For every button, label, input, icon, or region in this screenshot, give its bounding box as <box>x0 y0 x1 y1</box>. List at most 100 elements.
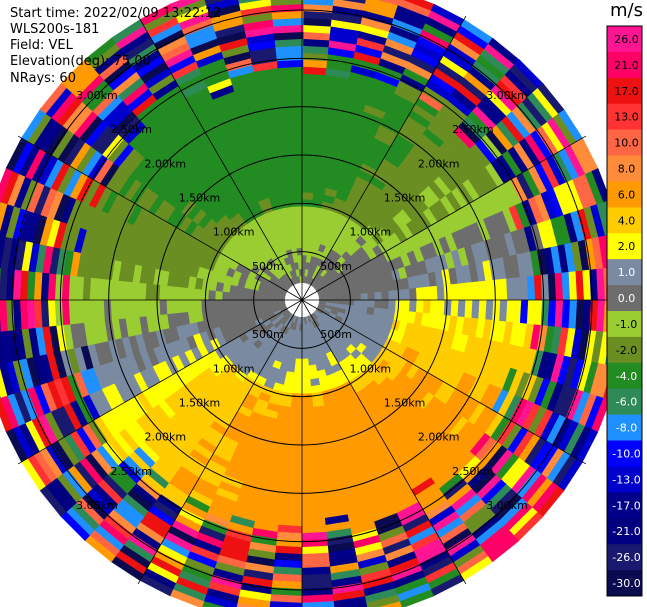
velocity-gate <box>392 570 426 589</box>
velocity-gate <box>242 293 251 300</box>
velocity-gate <box>314 425 331 436</box>
range-ring-label: 2.50km <box>110 123 152 136</box>
colorbar-swatch <box>607 518 642 545</box>
velocity-gate <box>267 452 286 463</box>
velocity-gate <box>274 545 302 555</box>
velocity-gate <box>355 200 371 214</box>
velocity-gate <box>314 310 322 317</box>
velocity-gate <box>279 398 292 408</box>
velocity-gate <box>111 170 131 194</box>
velocity-gate <box>112 464 137 490</box>
velocity-gate <box>240 575 273 588</box>
velocity-gate <box>283 377 294 387</box>
velocity-gate <box>489 449 514 476</box>
velocity-gate <box>302 87 326 96</box>
velocity-gate <box>294 316 299 324</box>
velocity-gate <box>475 474 502 501</box>
velocity-gate <box>265 284 274 291</box>
velocity-gate <box>333 448 353 461</box>
velocity-gate <box>400 277 410 290</box>
velocity-gate <box>534 162 555 193</box>
velocity-gate <box>308 234 317 243</box>
velocity-gate <box>302 0 336 6</box>
velocity-gate <box>272 344 281 355</box>
velocity-gate <box>321 260 329 270</box>
velocity-gate <box>46 379 64 410</box>
velocity-gate <box>257 307 266 314</box>
velocity-gate <box>449 211 465 232</box>
velocity-gate <box>270 0 304 6</box>
velocity-gate <box>171 354 185 372</box>
velocity-gate <box>205 506 233 523</box>
colorbar-swatch <box>607 77 642 105</box>
velocity-gate <box>274 281 283 288</box>
velocity-gate <box>438 236 452 255</box>
velocity-gate <box>18 143 41 177</box>
velocity-gate <box>282 283 290 290</box>
velocity-gate <box>520 374 538 402</box>
velocity-gate <box>197 371 212 387</box>
velocity-gate <box>75 396 94 424</box>
velocity-gate <box>120 199 137 223</box>
velocity-gate <box>512 512 543 543</box>
velocity-gate <box>509 254 521 279</box>
velocity-gate <box>402 67 431 87</box>
velocity-gate <box>321 389 334 399</box>
velocity-gate <box>347 436 366 450</box>
velocity-gate <box>86 343 101 368</box>
velocity-gate <box>443 300 452 317</box>
velocity-gate <box>406 250 419 266</box>
velocity-gate <box>343 201 357 214</box>
velocity-gate <box>257 290 265 296</box>
velocity-gate <box>264 306 273 312</box>
velocity-gate <box>208 3 242 19</box>
velocity-gate <box>132 445 156 469</box>
velocity-gate <box>575 270 585 302</box>
velocity-gate <box>386 437 407 455</box>
velocity-gate <box>279 228 289 238</box>
velocity-gate <box>300 580 333 590</box>
velocity-gate <box>275 171 290 182</box>
velocity-gate <box>330 269 339 278</box>
velocity-gate <box>400 224 414 240</box>
velocity-gate <box>302 212 312 221</box>
velocity-gate <box>330 19 363 32</box>
velocity-gate <box>529 441 553 472</box>
velocity-gate <box>223 156 242 171</box>
velocity-gate <box>93 524 124 551</box>
velocity-gate <box>53 220 68 249</box>
velocity-gate <box>172 471 196 491</box>
velocity-gate <box>223 314 233 325</box>
velocity-gate <box>411 48 441 69</box>
colorbar-tick-label: -10.0 <box>612 448 640 461</box>
velocity-gate <box>410 477 436 497</box>
velocity-gate <box>234 442 254 456</box>
velocity-gate <box>152 362 167 382</box>
velocity-gate <box>333 197 347 209</box>
velocity-gate <box>369 219 383 233</box>
colorbar-tick-label: 13.0 <box>614 111 639 124</box>
velocity-gate <box>437 363 452 383</box>
velocity-gate <box>167 476 193 497</box>
range-ring-label: 1.50km <box>179 397 221 410</box>
velocity-gate <box>62 432 86 462</box>
velocity-gate <box>346 321 357 330</box>
velocity-gate <box>348 188 364 201</box>
velocity-gate <box>163 531 193 552</box>
velocity-gate <box>383 152 404 169</box>
velocity-gate <box>328 422 344 434</box>
velocity-gate <box>300 573 332 583</box>
velocity-gate <box>389 24 422 43</box>
velocity-gate <box>238 206 253 219</box>
velocity-gate <box>208 499 235 516</box>
velocity-gate <box>419 29 452 51</box>
velocity-gate <box>221 367 235 381</box>
velocity-gate <box>252 60 279 72</box>
velocity-gate <box>381 400 398 417</box>
velocity-gate <box>121 242 134 264</box>
velocity-gate <box>255 190 270 202</box>
velocity-gate <box>301 483 322 492</box>
velocity-gate <box>318 214 330 225</box>
velocity-gate <box>378 376 393 392</box>
velocity-gate <box>287 313 294 322</box>
